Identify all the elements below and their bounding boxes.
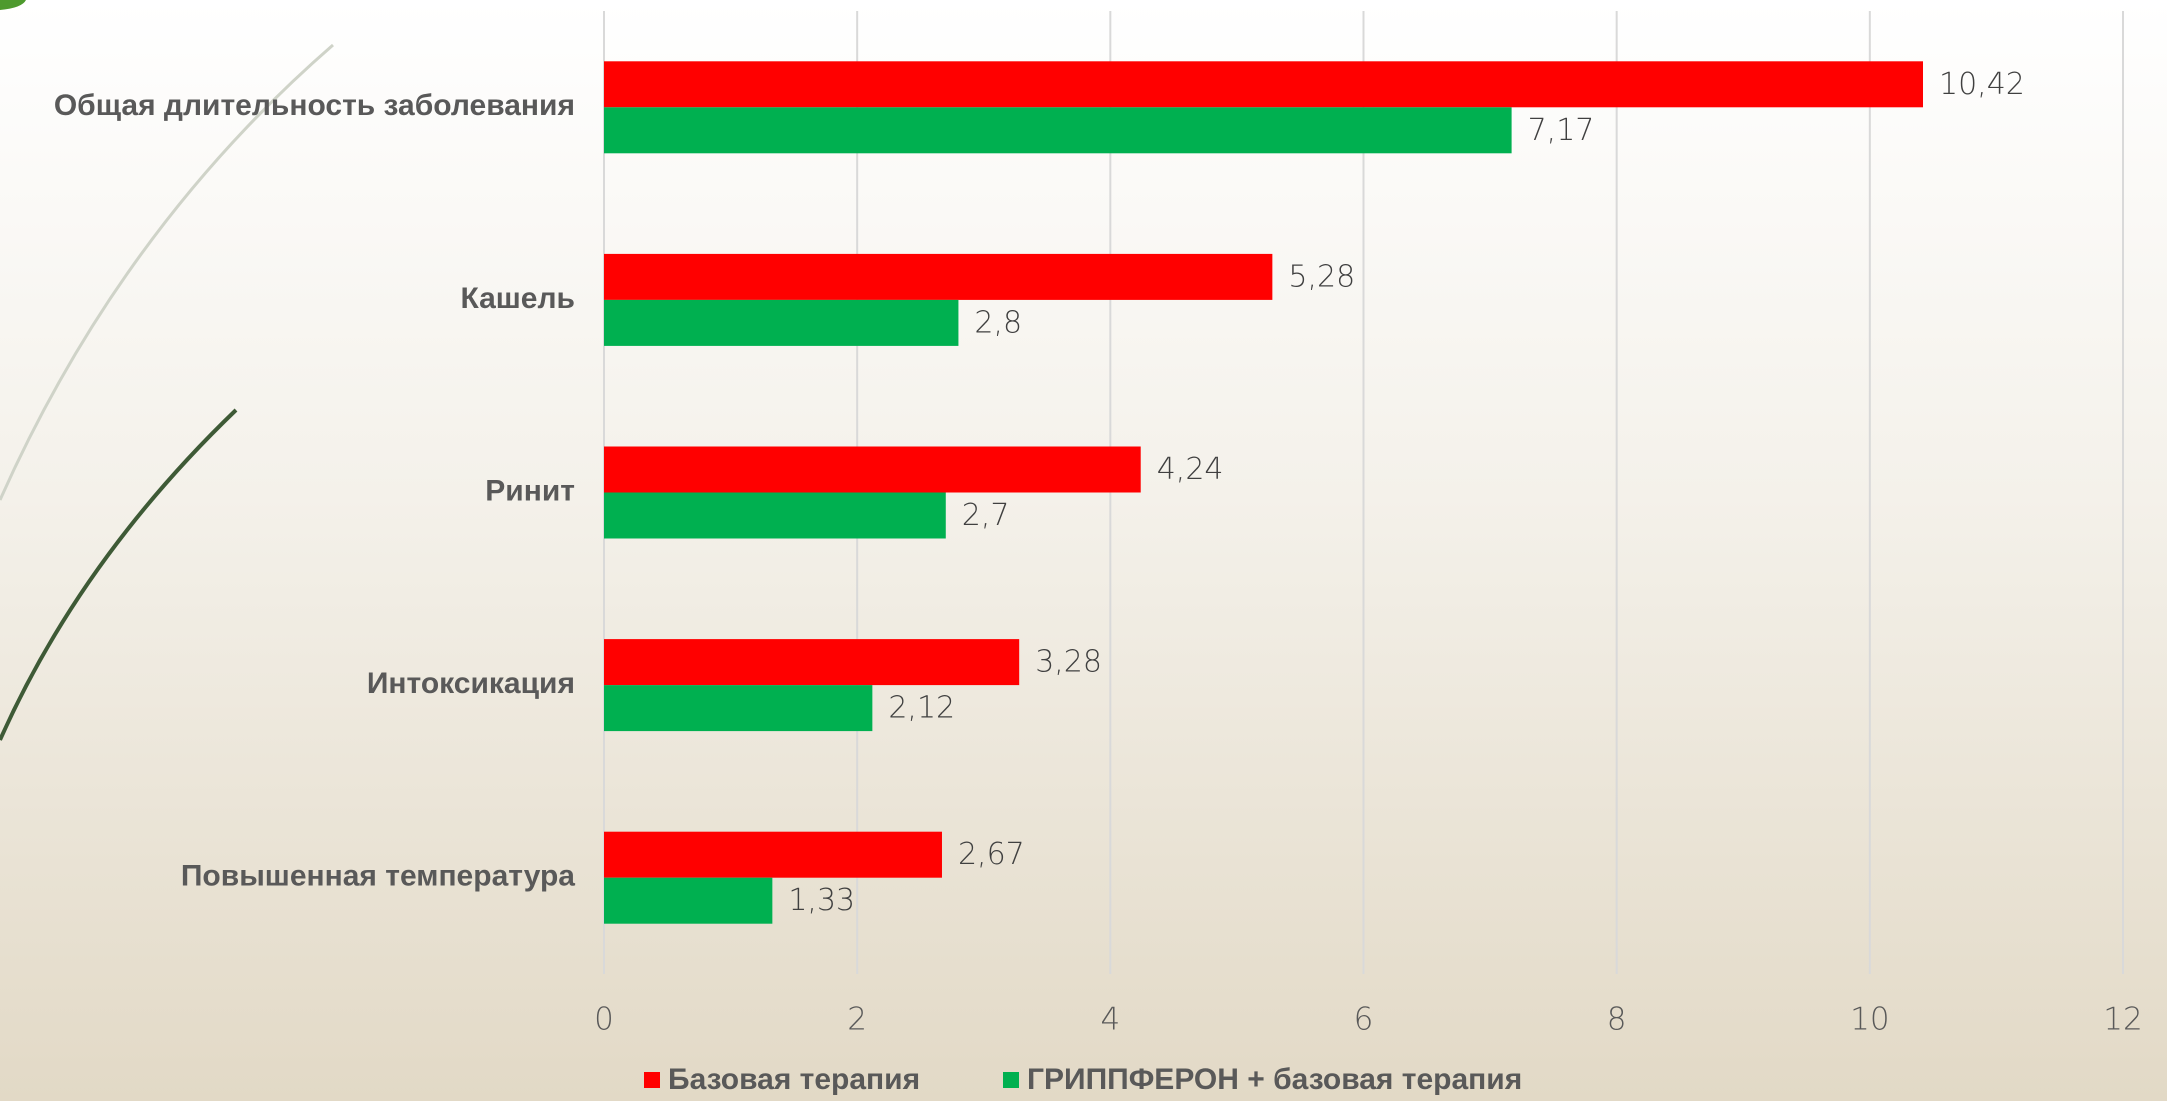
bar bbox=[604, 61, 1923, 107]
data-label: 3,28 bbox=[1035, 645, 1102, 680]
chart: 0 2 4 6 8 10 12 Общая длительность заболевания 1… bbox=[0, 0, 2167, 1101]
data-label: 2,67 bbox=[958, 837, 1025, 872]
bar bbox=[604, 493, 946, 539]
bar bbox=[604, 447, 1141, 493]
x-tick-label: 4 bbox=[1100, 1002, 1120, 1038]
bar bbox=[604, 107, 1512, 153]
data-label: 2,8 bbox=[974, 305, 1022, 340]
bar bbox=[604, 639, 1019, 685]
x-tick-label: 6 bbox=[1354, 1002, 1374, 1038]
x-tick-label: 0 bbox=[594, 1002, 614, 1038]
data-label: 2,7 bbox=[962, 498, 1010, 533]
bar bbox=[604, 832, 942, 878]
page: 0 2 4 6 8 10 12 Общая длительность заболевания 1… bbox=[0, 0, 2167, 1101]
category-label: Интоксикация bbox=[367, 667, 575, 700]
x-tick-label: 2 bbox=[847, 1002, 867, 1038]
data-label: 2,12 bbox=[888, 691, 955, 726]
data-label: 7,17 bbox=[1528, 113, 1595, 148]
legend-swatch bbox=[1003, 1072, 1019, 1088]
bar bbox=[604, 878, 772, 924]
category-label: Повышенная температура bbox=[181, 860, 575, 893]
data-label: 5,28 bbox=[1288, 259, 1355, 294]
legend-label: Базовая терапия bbox=[668, 1063, 920, 1096]
category-label: Ринит bbox=[485, 474, 575, 507]
category-label: Общая длительность заболевания bbox=[54, 89, 575, 122]
x-tick-label: 12 bbox=[2103, 1002, 2142, 1038]
bar bbox=[604, 254, 1272, 300]
x-tick-label: 10 bbox=[1850, 1002, 1889, 1038]
background bbox=[0, 0, 2167, 1101]
legend-label: ГРИППФЕРОН + базовая терапия bbox=[1027, 1063, 1522, 1096]
data-label: 1,33 bbox=[788, 883, 855, 918]
legend-swatch bbox=[644, 1072, 660, 1088]
data-label: 10,42 bbox=[1939, 67, 2025, 102]
bar bbox=[604, 300, 958, 346]
data-label: 4,24 bbox=[1157, 452, 1224, 487]
x-tick-label: 8 bbox=[1607, 1002, 1627, 1038]
bar bbox=[604, 685, 872, 731]
category-label: Кашель bbox=[460, 282, 575, 315]
